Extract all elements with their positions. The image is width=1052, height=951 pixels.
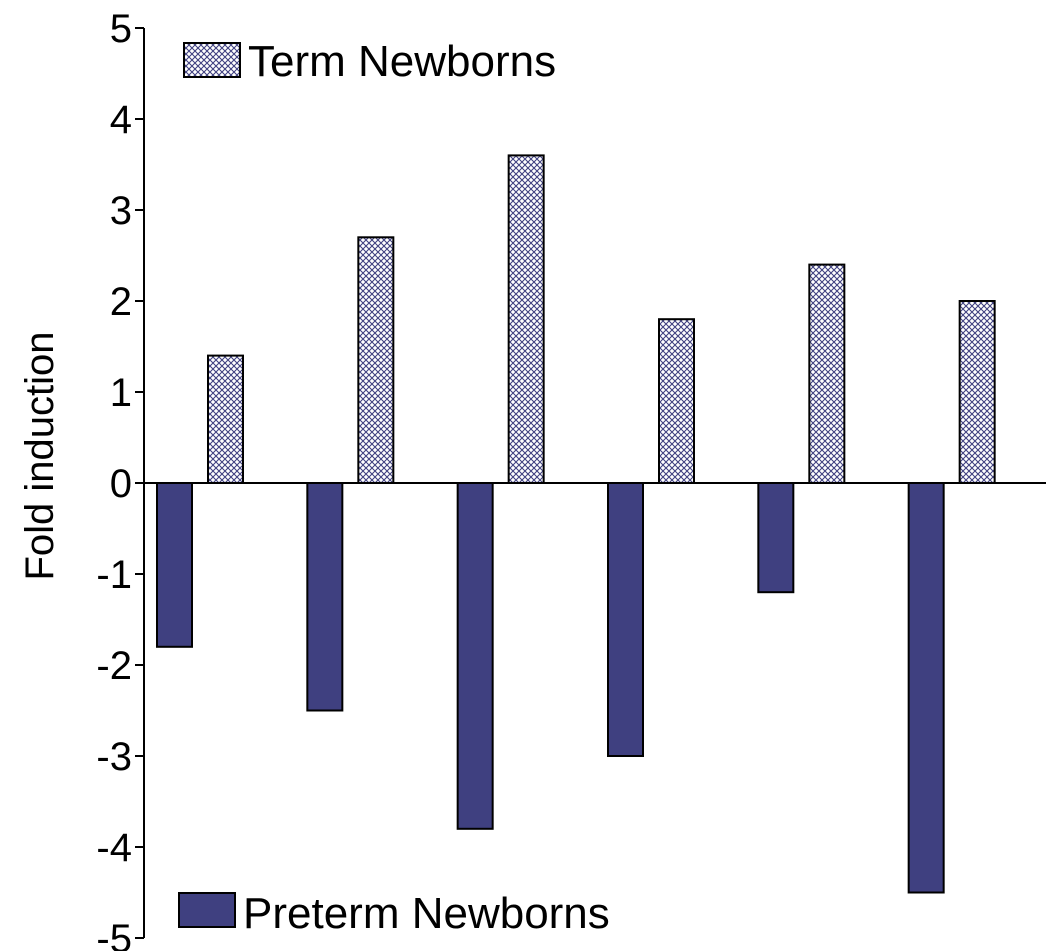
bar-term-newborns	[357, 236, 395, 484]
y-tick-label: 1	[110, 371, 132, 415]
bar-preterm-newborns	[757, 482, 795, 594]
bar-preterm-newborns	[456, 482, 494, 830]
y-tick-label: 0	[110, 462, 132, 506]
legend-preterm: Preterm Newborns	[178, 889, 610, 938]
y-axis: 5 4 3 2 1 0 -1 -2 -3 -4 -5	[96, 7, 145, 951]
bar-preterm-newborns	[306, 482, 344, 712]
y-tick-label: -4	[96, 826, 132, 870]
legend-term: Term Newborns	[183, 37, 556, 86]
y-tick-label: 3	[110, 189, 132, 233]
legend-swatch-term	[183, 42, 241, 78]
bars	[156, 154, 996, 894]
bar-term-newborns	[658, 318, 695, 485]
bar-preterm-newborns	[907, 482, 945, 894]
y-tick-label: 5	[110, 7, 132, 51]
y-axis-title: Fold induction	[18, 331, 62, 580]
bar-term-newborns	[207, 354, 244, 485]
y-tick-label: 4	[110, 98, 132, 142]
y-tick-label: -5	[96, 917, 132, 951]
bar-preterm-newborns	[607, 482, 644, 757]
legend-label-preterm: Preterm Newborns	[243, 889, 610, 938]
legend-label-term: Term Newborns	[248, 37, 556, 86]
y-tick-label: -3	[96, 735, 132, 779]
y-tick-label: -2	[96, 644, 132, 688]
y-tick-label: 2	[110, 280, 132, 324]
y-tick-label: -1	[96, 553, 132, 597]
legend-swatch-preterm	[178, 892, 236, 928]
bar-term-newborns	[958, 300, 996, 484]
bar-term-newborns	[808, 263, 846, 484]
bar-preterm-newborns	[156, 482, 193, 648]
bar-term-newborns	[507, 154, 545, 484]
